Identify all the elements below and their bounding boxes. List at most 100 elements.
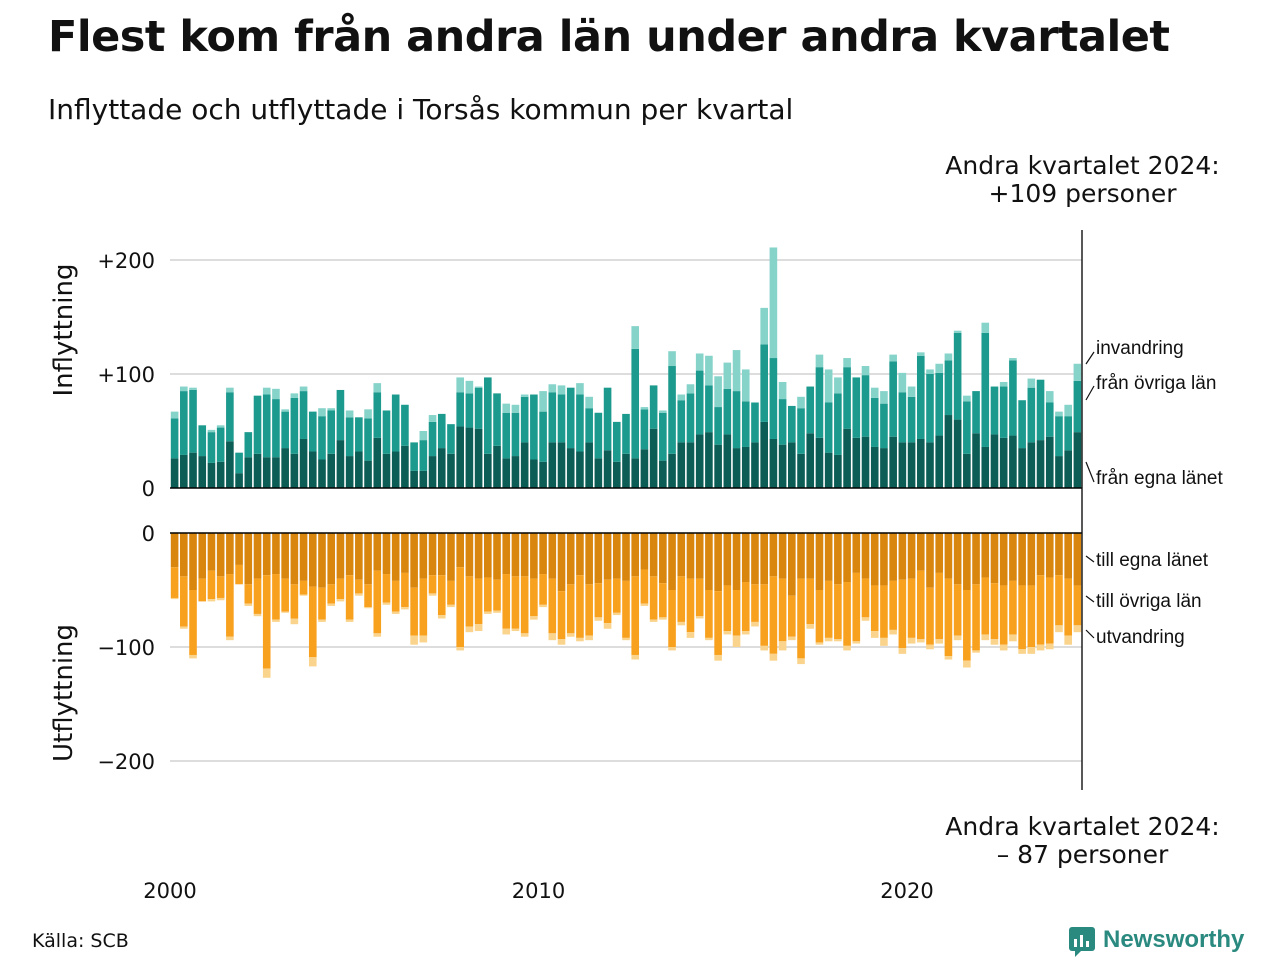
bar-utflyttning-2 — [474, 578, 483, 625]
bar-utflyttning-3 — [391, 611, 400, 614]
bar-inflyttning-1 — [511, 456, 520, 488]
bar-inflyttning-3 — [926, 369, 934, 374]
bar-inflyttning-3 — [769, 247, 778, 359]
bar-utflyttning-1 — [659, 533, 667, 584]
bar-inflyttning-3 — [640, 407, 649, 410]
bar-inflyttning-2 — [852, 377, 861, 438]
bar-utflyttning-3 — [880, 637, 888, 646]
bar-utflyttning-1 — [520, 533, 529, 577]
bar-utflyttning-2 — [207, 570, 216, 600]
bar-inflyttning-1 — [557, 442, 566, 488]
bar-inflyttning-2 — [299, 391, 308, 439]
bar-inflyttning-3 — [870, 387, 879, 398]
bar-utflyttning-2 — [244, 584, 253, 604]
bar-utflyttning-3 — [1073, 625, 1082, 633]
bar-inflyttning-3 — [180, 386, 188, 392]
bar-inflyttning-1 — [990, 434, 999, 488]
bar-inflyttning-1 — [815, 437, 824, 488]
bar-utflyttning-3 — [308, 657, 317, 667]
bar-inflyttning-1 — [1045, 436, 1054, 488]
bar-utflyttning-2 — [806, 578, 815, 625]
annotation-outflow-line2: – 87 personer — [996, 840, 1169, 869]
bar-utflyttning-1 — [539, 533, 547, 575]
bar-utflyttning-2 — [447, 580, 455, 605]
bar-inflyttning-3 — [364, 409, 372, 419]
bar-utflyttning-1 — [585, 533, 593, 585]
bar-inflyttning-1 — [1027, 442, 1036, 488]
bar-inflyttning-1 — [308, 451, 317, 488]
bar-inflyttning-1 — [668, 453, 676, 488]
bar-inflyttning-2 — [382, 410, 391, 454]
bar-inflyttning-1 — [1064, 450, 1072, 488]
bar-utflyttning-3 — [262, 668, 271, 678]
bar-inflyttning-3 — [1045, 391, 1054, 403]
bar-utflyttning-2 — [870, 585, 879, 632]
bar-inflyttning-3 — [668, 351, 676, 367]
bar-inflyttning-2 — [364, 418, 372, 461]
bar-utflyttning-3 — [364, 607, 372, 609]
bar-inflyttning-1 — [189, 452, 197, 488]
newsworthy-logo[interactable]: Newsworthy — [1069, 924, 1244, 957]
bar-inflyttning-3 — [456, 377, 464, 393]
bar-inflyttning-2 — [649, 385, 658, 429]
bar-inflyttning-1 — [345, 456, 354, 488]
bar-utflyttning-1 — [824, 533, 833, 581]
bar-inflyttning-1 — [695, 434, 704, 488]
bar-utflyttning-1 — [649, 533, 658, 577]
bar-inflyttning-2 — [944, 360, 953, 416]
bar-utflyttning-1 — [944, 533, 953, 579]
bar-utflyttning-1 — [677, 533, 686, 577]
bar-inflyttning-2 — [612, 421, 621, 462]
bar-inflyttning-2 — [456, 392, 464, 427]
bar-inflyttning-1 — [253, 453, 262, 488]
series-label-leader — [1085, 629, 1095, 639]
bar-utflyttning-2 — [741, 582, 750, 632]
series-label-leader — [1085, 351, 1095, 365]
bar-utflyttning-3 — [778, 641, 787, 651]
bar-utflyttning-2 — [815, 590, 824, 643]
bar-utflyttning-3 — [741, 631, 750, 635]
bar-inflyttning-1 — [603, 450, 612, 488]
bar-utflyttning-2 — [668, 590, 676, 647]
bar-inflyttning-2 — [723, 388, 732, 435]
bar-inflyttning-2 — [272, 399, 280, 458]
bar-inflyttning-1 — [530, 459, 538, 488]
bar-utflyttning-3 — [963, 660, 971, 668]
y-tick-label: 0 — [142, 522, 155, 546]
bar-inflyttning-2 — [834, 393, 842, 455]
bar-inflyttning-1 — [419, 470, 428, 488]
bar-utflyttning-2 — [963, 590, 971, 661]
bar-utflyttning-1 — [603, 533, 612, 580]
bar-utflyttning-3 — [935, 639, 944, 644]
bar-utflyttning-3 — [327, 603, 336, 606]
bar-utflyttning-3 — [474, 624, 483, 632]
bar-inflyttning-3 — [290, 393, 299, 398]
bar-utflyttning-1 — [566, 533, 575, 585]
bar-utflyttning-2 — [437, 575, 446, 616]
bar-utflyttning-3 — [299, 594, 308, 596]
bar-utflyttning-2 — [216, 576, 225, 598]
bar-utflyttning-3 — [585, 635, 593, 641]
bar-utflyttning-1 — [484, 533, 492, 578]
bar-utflyttning-2 — [180, 576, 188, 627]
bar-inflyttning-2 — [318, 416, 326, 460]
chart-subtitle: Inflyttade och utflyttade i Torsås kommu… — [48, 93, 794, 126]
bar-inflyttning-2 — [898, 392, 907, 443]
bar-utflyttning-3 — [926, 644, 934, 650]
bar-utflyttning-3 — [345, 619, 354, 622]
bar-inflyttning-1 — [281, 448, 289, 488]
bar-utflyttning-1 — [898, 533, 907, 580]
bar-inflyttning-2 — [502, 412, 511, 459]
bar-inflyttning-1 — [520, 442, 529, 488]
bar-utflyttning-1 — [327, 533, 336, 585]
bar-inflyttning-1 — [364, 460, 372, 488]
bar-inflyttning-3 — [511, 404, 520, 413]
bar-utflyttning-3 — [170, 597, 179, 600]
bar-inflyttning-1 — [972, 433, 980, 488]
bar-utflyttning-1 — [465, 533, 474, 577]
x-tick-label: 2020 — [880, 879, 933, 903]
bar-inflyttning-2 — [622, 413, 630, 454]
bar-inflyttning-1 — [778, 444, 787, 488]
bar-inflyttning-3 — [539, 391, 547, 412]
bar-utflyttning-1 — [355, 533, 363, 580]
